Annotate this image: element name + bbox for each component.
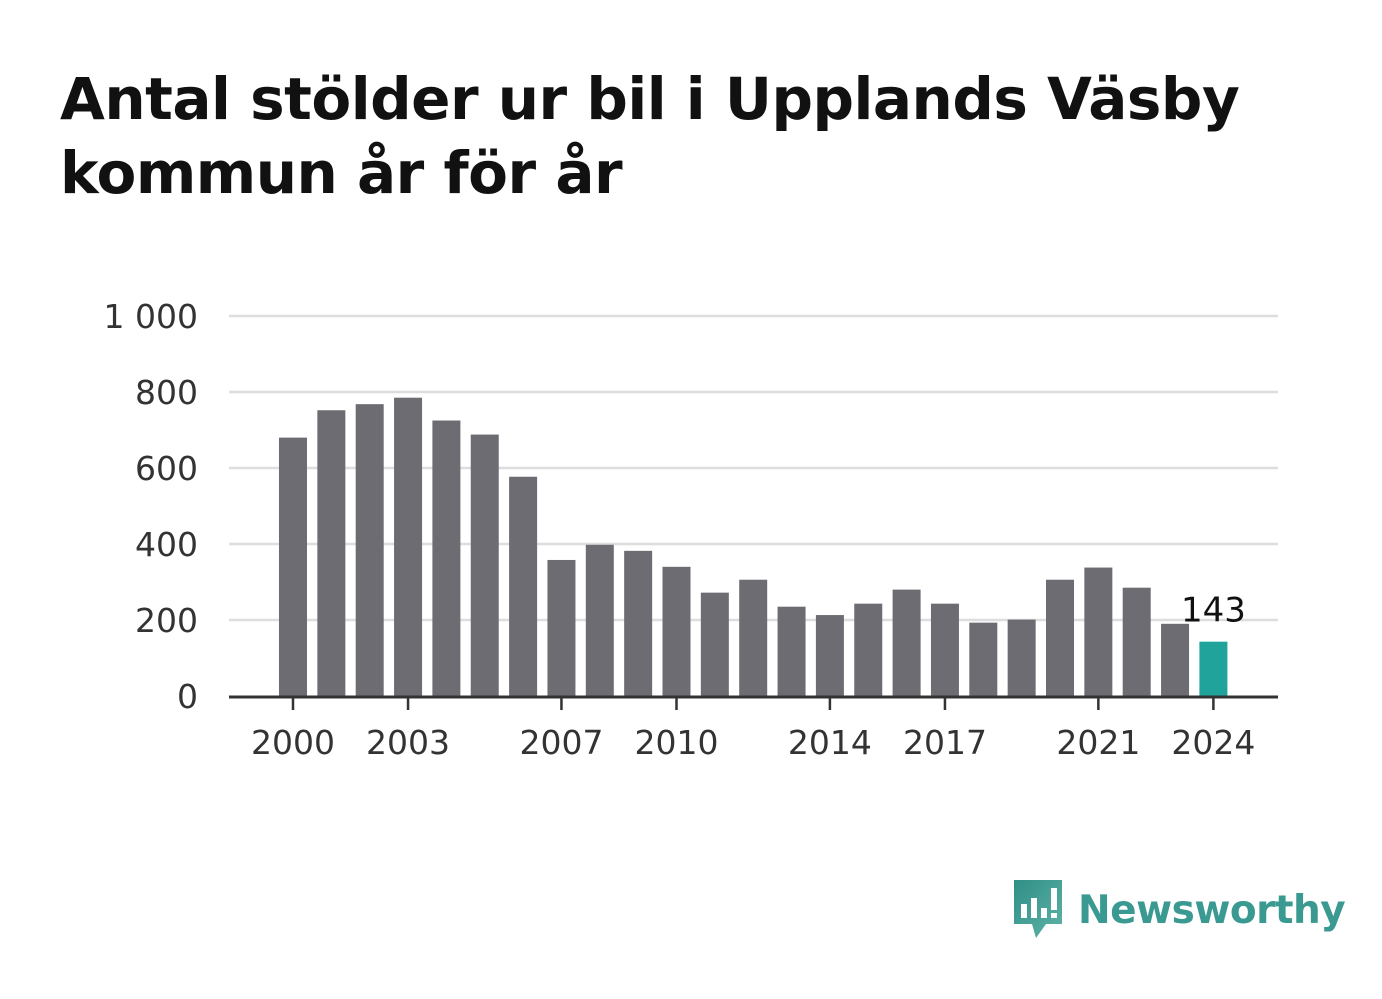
newsworthy-logo: Newsworthy [1010,878,1346,942]
bar [1161,623,1190,696]
bar [700,592,729,696]
bar [355,404,384,696]
y-tick-label: 1 000 [104,297,198,336]
bar [739,579,768,696]
bar [624,550,653,696]
brand-name: Newsworthy [1078,887,1346,933]
bar-highlight [1199,641,1228,696]
x-axis-ticks: 2000 2003 2007 2010 2014 2017 2021 2024 [251,698,1255,762]
bar [662,566,691,696]
y-tick-label: 400 [135,525,198,564]
x-tick-label: 2014 [788,723,872,762]
bar [969,622,998,696]
x-tick-label: 2024 [1171,723,1255,762]
bar [509,476,538,696]
x-tick-label: 2003 [366,723,450,762]
bar [815,615,844,696]
x-tick-label: 2021 [1056,723,1140,762]
bar [547,559,576,696]
bar [1007,619,1036,696]
y-tick-label: 600 [135,449,198,488]
newsworthy-logo-icon [1014,880,1062,938]
bar [1046,579,1074,696]
bar [470,434,499,696]
grid-lines [229,314,1278,622]
x-tick-label: 2010 [635,723,719,762]
bar [930,603,959,696]
bars [279,397,1228,696]
chart-title: Antal stölder ur bil i Upplands Väsby ko… [60,65,1240,207]
bar [317,410,346,696]
x-tick-label: 2000 [251,723,335,762]
bar [279,437,307,696]
y-tick-label: 0 [177,677,198,716]
y-tick-label: 800 [135,373,198,412]
bar [892,589,921,696]
x-tick-label: 2017 [903,723,987,762]
bar [432,420,461,696]
x-tick-label: 2007 [519,723,603,762]
y-tick-label: 200 [135,601,198,640]
bar [1122,587,1151,696]
bar [394,397,423,696]
bar [585,544,614,696]
y-axis-ticks: 0 200 400 600 800 1 000 [104,297,198,716]
bar [854,603,883,696]
highlight-data-label: 143 [1181,591,1246,631]
bar [777,606,806,696]
bar [1084,567,1113,696]
